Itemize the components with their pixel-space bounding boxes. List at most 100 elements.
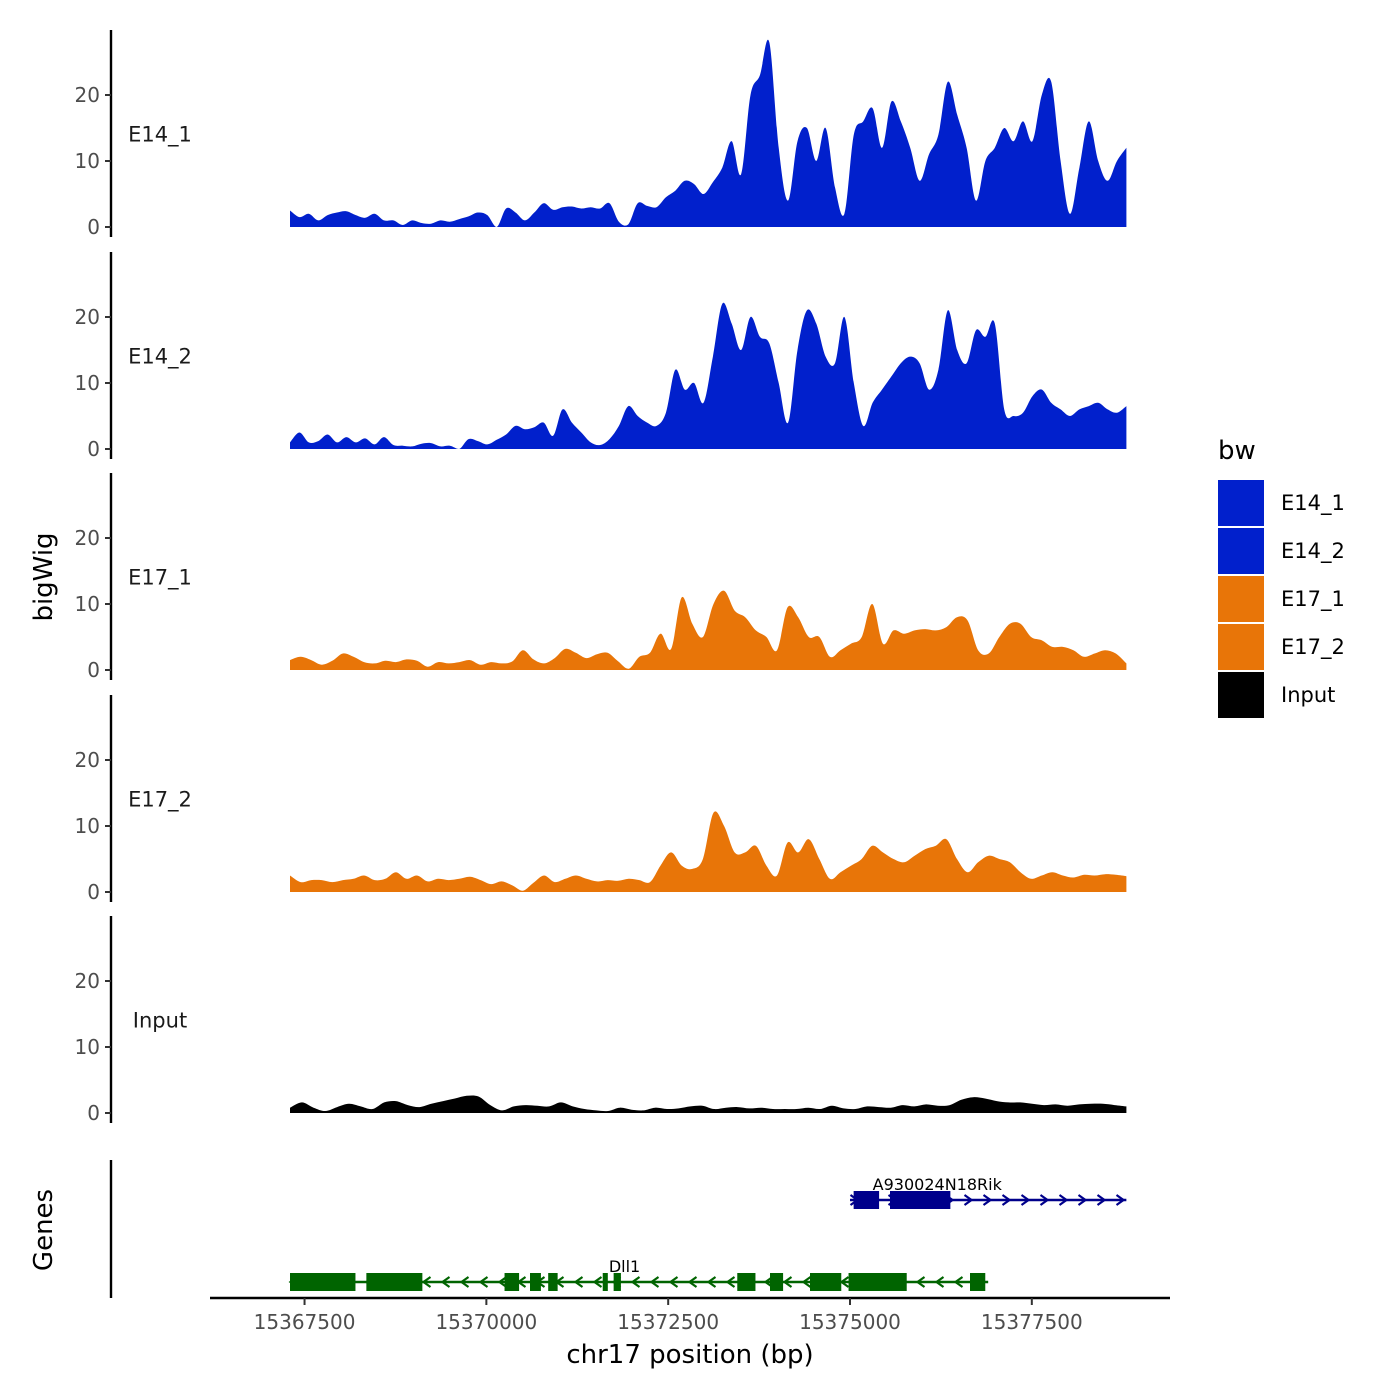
strand-arrow [839,1276,850,1288]
exon [848,1273,907,1291]
track-Input: 0 10 20 Input [75,916,1127,1125]
legend-label: E17_1 [1281,587,1345,612]
exon [548,1273,558,1291]
legend-swatch-E17_1 [1218,576,1264,622]
x-tick-label: 15367500 [254,1310,356,1334]
x-tick-label: 15375000 [799,1310,901,1334]
strand-arrow [1001,1194,1012,1206]
strand-arrow [706,1276,717,1288]
legend-swatch-Input [1218,672,1264,718]
signal-area-E14_2 [290,302,1127,449]
exon [970,1273,986,1291]
strand-arrow [668,1276,679,1288]
x-tick-label: 15370000 [435,1310,537,1334]
y-tick-label: 10 [75,1035,100,1059]
y-tick-label: 10 [75,149,100,173]
y-tick-label: 20 [75,526,100,550]
strand-arrow [497,1276,508,1288]
legend-swatch-E14_1 [1218,480,1264,526]
strand-arrow [573,1276,584,1288]
exon [504,1273,520,1291]
legend: bw E14_1 E14_2 E17_1 E17_2 Input [1218,436,1345,718]
track-label: Input [133,1009,187,1033]
genes-axis-title: Genes [29,1189,59,1271]
strand-arrow [934,1276,945,1288]
strand-arrow [1096,1194,1107,1206]
exon [613,1273,621,1291]
strand-arrow [782,1276,793,1288]
strand-arrow [953,1276,964,1288]
strand-arrow [649,1276,660,1288]
exon [366,1273,423,1291]
gene-Dll1: Dll1 [288,1257,989,1291]
gene-label: A930024N18Rik [873,1175,1003,1194]
strand-arrow [630,1276,641,1288]
y-tick-label: 0 [87,437,100,461]
strand-arrow [478,1276,489,1288]
track-label: E17_1 [128,566,192,591]
track-E14_1: 0 10 20 E14_1 [75,30,1127,239]
signal-area-E17_2 [290,811,1127,892]
legend-label: Input [1281,683,1335,707]
y-tick-label: 10 [75,371,100,395]
strand-arrow [459,1276,470,1288]
track-label: E14_1 [128,123,192,148]
strand-arrow [725,1276,736,1288]
exon [602,1273,608,1291]
y-tick-label: 20 [75,83,100,107]
strand-arrow [982,1194,993,1206]
track-E17_2: 0 10 20 E17_2 [75,695,1127,904]
y-tick-label: 20 [75,748,100,772]
strand-arrow [1020,1194,1031,1206]
exon [890,1191,951,1209]
legend-swatch-E14_2 [1218,528,1264,574]
strand-arrow [1058,1194,1069,1206]
legend-label: E14_1 [1281,491,1345,516]
track-label: E14_2 [128,345,192,370]
exon [853,1191,880,1209]
exon [290,1273,356,1291]
track-E14_2: 0 10 20 E14_2 [75,252,1127,461]
y-tick-label: 20 [75,305,100,329]
exon [530,1273,541,1291]
strand-arrow [963,1194,974,1206]
y-tick-label: 10 [75,592,100,616]
gene-A930024N18Rik: A930024N18Rik [849,1175,1127,1209]
x-axis-title: chr17 position (bp) [566,1340,813,1370]
track-E17_1: 0 10 20 E17_1 [75,473,1127,682]
legend-label: E17_2 [1281,635,1345,660]
y-axis-title: bigWig [29,532,59,621]
strand-arrow [1077,1194,1088,1206]
strand-arrow [440,1276,451,1288]
x-axis: 15367500 15370000 15372500 15375000 15377500 [210,1296,1170,1334]
track-label: E17_2 [128,788,192,813]
strand-arrow [1115,1194,1126,1206]
x-tick-label: 15372500 [617,1310,719,1334]
exon [810,1273,842,1291]
y-tick-label: 0 [87,215,100,239]
y-tick-label: 0 [87,1101,100,1125]
signal-tracks: 0 10 20 E14_1 0 10 20 E14_2 0 10 20 E17_1 0 10 20 E17_2… [75,30,1127,1125]
genes-panel: A930024N18Rik Dll1 [109,1160,1127,1298]
legend-label: E14_2 [1281,539,1345,564]
x-tick-label: 15377500 [981,1310,1083,1334]
strand-arrow [421,1276,432,1288]
signal-area-Input [290,1095,1127,1113]
strand-arrow [801,1276,812,1288]
legend-swatch-E17_2 [1218,624,1264,670]
signal-area-E17_1 [290,590,1127,670]
strand-arrow [592,1276,603,1288]
gene-label: Dll1 [609,1257,640,1276]
signal-area-E14_1 [290,39,1127,228]
y-tick-label: 20 [75,969,100,993]
strand-arrow [1039,1194,1050,1206]
y-tick-label: 10 [75,814,100,838]
legend-title: bw [1218,436,1256,466]
exon [770,1273,784,1291]
y-tick-label: 0 [87,658,100,682]
strand-arrow [687,1276,698,1288]
exon [737,1273,756,1291]
y-tick-label: 0 [87,880,100,904]
strand-arrow [915,1276,926,1288]
